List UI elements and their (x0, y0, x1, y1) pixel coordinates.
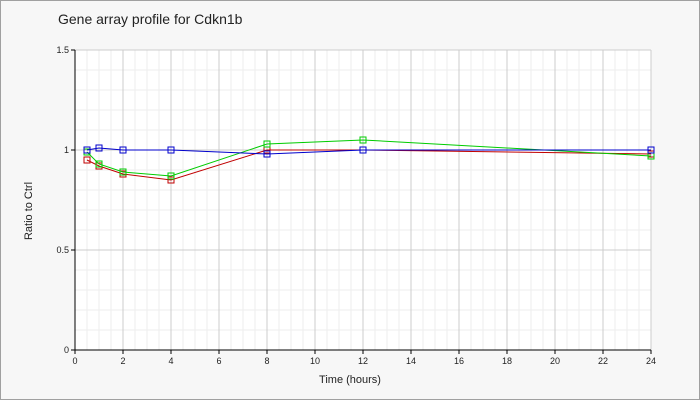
x-tick-label: 12 (358, 356, 368, 366)
x-tick-label: 18 (502, 356, 512, 366)
y-tick-label: 0.5 (56, 245, 69, 255)
data-point-marker (647, 146, 655, 154)
data-point-marker (83, 146, 91, 154)
data-point-marker (167, 172, 175, 180)
x-tick-label: 2 (120, 356, 125, 366)
series-line-3 (86, 147, 651, 155)
x-tick-label: 0 (72, 356, 77, 366)
data-point-marker (119, 146, 127, 154)
x-tick-label: 4 (168, 356, 173, 366)
data-point-marker (263, 150, 271, 158)
data-point-marker (95, 144, 103, 152)
data-point-marker (359, 146, 367, 154)
x-tick-label: 8 (264, 356, 269, 366)
data-point-marker (263, 140, 271, 148)
x-tick-label: 16 (454, 356, 464, 366)
data-point-marker (83, 156, 91, 164)
series-line-2 (86, 139, 652, 177)
chart-title: Gene array profile for Cdkn1b (58, 11, 243, 27)
data-point-marker (359, 136, 367, 144)
x-tick-label: 20 (550, 356, 560, 366)
data-point-marker (95, 160, 103, 168)
data-point-marker (119, 168, 127, 176)
data-point-marker (167, 146, 175, 154)
y-tick-label: 1.5 (56, 45, 69, 55)
y-tick-label: 1 (64, 145, 69, 155)
x-tick-label: 14 (406, 356, 416, 366)
data-point-marker (167, 176, 175, 184)
x-axis-label: Time (hours) (319, 374, 381, 386)
x-tick-label: 10 (310, 356, 320, 366)
x-tick-label: 22 (598, 356, 608, 366)
x-tick-label: 6 (216, 356, 221, 366)
x-tick-label: 24 (646, 356, 656, 366)
y-tick-label: 0 (64, 345, 69, 355)
